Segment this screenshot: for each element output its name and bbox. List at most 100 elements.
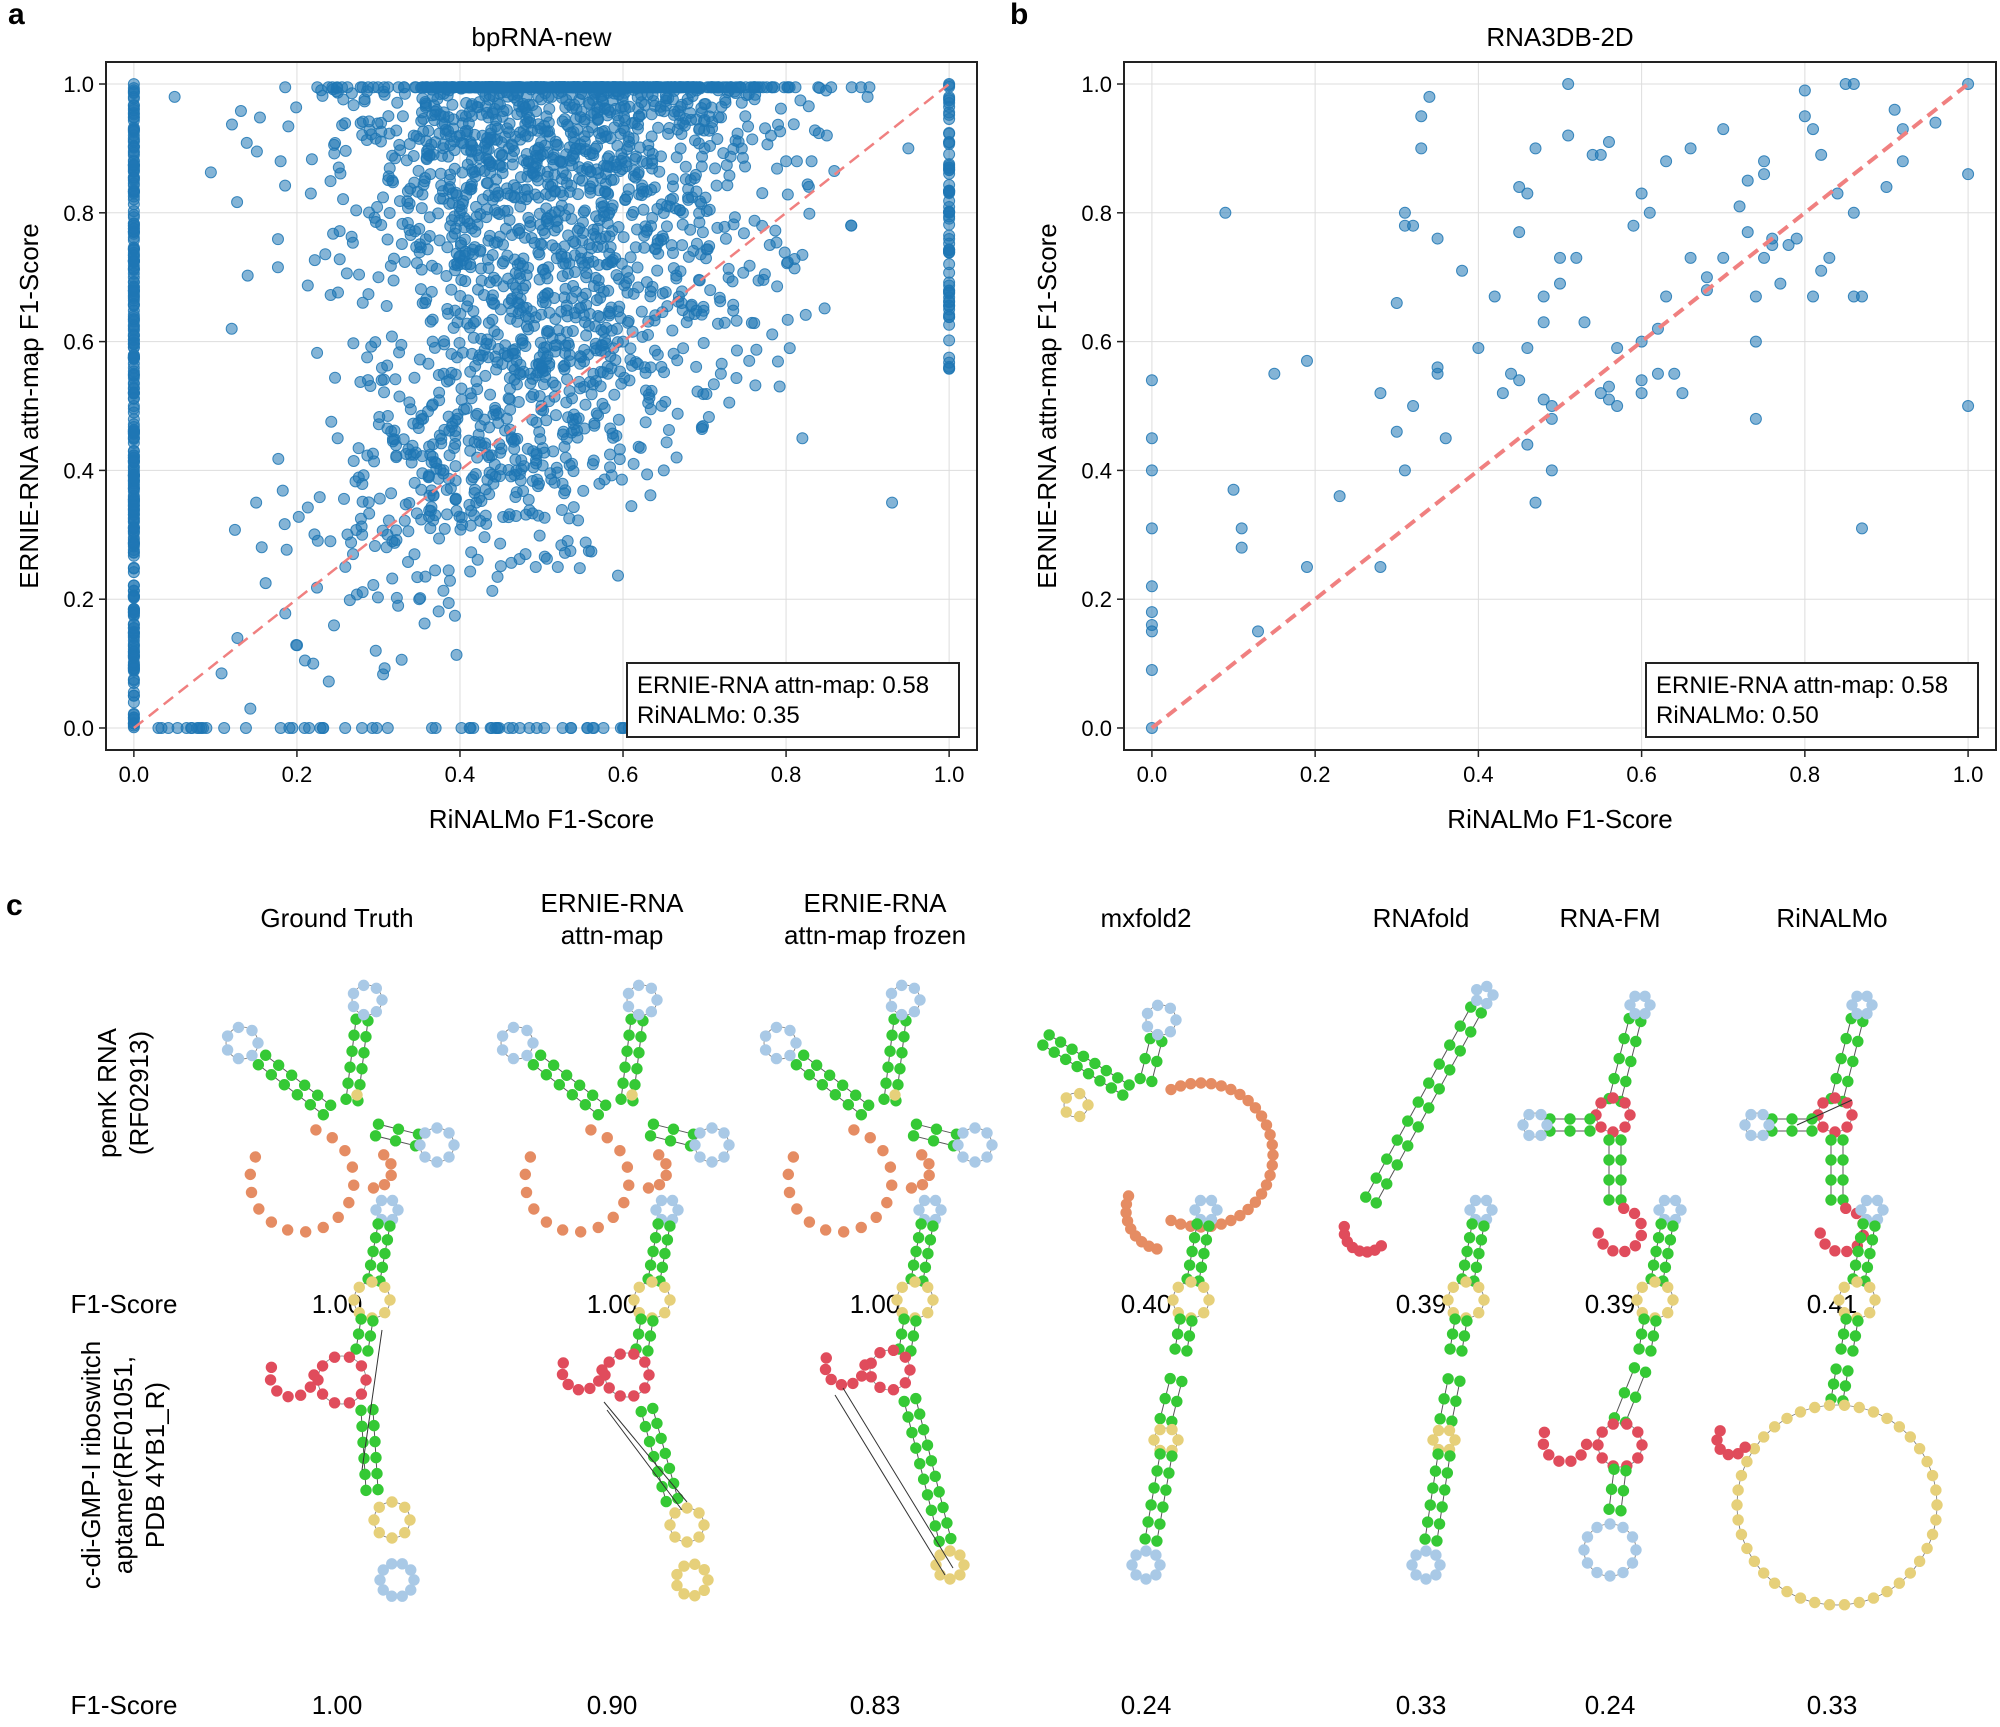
nucleotide	[370, 982, 383, 994]
nucleotide	[1757, 1431, 1770, 1443]
nucleotide	[1603, 1503, 1615, 1515]
scatter-point	[491, 721, 504, 734]
scatter-point	[442, 307, 455, 320]
scatter-point	[622, 272, 635, 285]
nucleotide	[639, 1356, 651, 1368]
scatter-point	[571, 431, 584, 444]
scatter-point	[943, 148, 956, 161]
scatter-point	[366, 447, 379, 460]
scatter-point	[533, 390, 546, 403]
nucleotide	[519, 1168, 532, 1181]
scatter-point	[127, 124, 140, 137]
scatter-point	[730, 314, 743, 327]
nucleotide	[1553, 1455, 1565, 1467]
f1-score-value: 0.33	[1807, 1690, 1858, 1720]
nucleotide	[1739, 1119, 1751, 1131]
scatter-point	[290, 101, 303, 114]
rna-structure-pemk	[1517, 990, 1656, 1258]
nucleotide	[929, 1520, 941, 1532]
nucleotide	[264, 1374, 277, 1386]
nucleotide	[924, 1234, 937, 1246]
nucleotide	[1864, 1281, 1876, 1293]
scatter-point	[500, 104, 513, 117]
nucleotide	[1667, 1220, 1679, 1232]
scatter-point	[152, 721, 165, 734]
nucleotide	[1470, 1261, 1483, 1274]
nucleotide	[623, 1179, 635, 1191]
nucleotide	[632, 1328, 645, 1340]
nucleotide	[1402, 1140, 1414, 1152]
y-tick-label: 0.6	[1081, 330, 1112, 355]
scatter-point	[454, 523, 467, 536]
scatter-point	[356, 296, 369, 309]
nucleotide	[1650, 1315, 1662, 1327]
nucleotide	[607, 1211, 619, 1224]
scatter-point	[547, 445, 560, 458]
scatter-point	[1145, 580, 1158, 593]
nucleotide	[644, 1130, 657, 1142]
nucleotide	[1171, 1328, 1184, 1340]
nucleotide	[917, 1473, 930, 1485]
scatter-point	[471, 218, 484, 231]
nucleotide	[574, 1226, 587, 1238]
nucleotide	[645, 1006, 658, 1018]
scatter-point	[443, 197, 456, 210]
nucleotide	[1421, 1516, 1434, 1528]
nucleotide	[1655, 1218, 1667, 1230]
nucleotide	[1913, 1442, 1926, 1455]
scatter-point	[482, 351, 495, 364]
nucleotide	[1146, 1075, 1158, 1088]
nucleotide	[655, 1194, 668, 1207]
scatter-point	[426, 398, 439, 411]
scatter-point	[861, 90, 874, 103]
nucleotide	[759, 1030, 772, 1042]
scatter-point	[743, 354, 756, 367]
nucleotide	[921, 1489, 934, 1501]
nucleotide	[1160, 1484, 1172, 1496]
nucleotide	[527, 1037, 539, 1049]
nucleotide	[835, 1378, 848, 1391]
nucleotide	[316, 1360, 329, 1372]
scatter-point	[618, 371, 631, 384]
scatter-point	[398, 255, 411, 268]
nucleotide	[1171, 1395, 1183, 1408]
nucleotide	[1819, 1238, 1831, 1250]
scatter-point	[486, 584, 499, 597]
nucleotide	[386, 1558, 398, 1570]
nucleotide	[1931, 1499, 1943, 1511]
nucleotide	[249, 1151, 262, 1163]
scatter-point	[373, 492, 386, 505]
scatter-point	[712, 81, 725, 94]
scatter-point	[510, 181, 523, 194]
nucleotide	[907, 1130, 920, 1142]
nucleotide	[1432, 1424, 1445, 1437]
nucleotide	[586, 1089, 599, 1101]
nucleotide	[1592, 1227, 1604, 1239]
scatter-point	[682, 193, 695, 206]
nucleotide	[367, 1403, 379, 1416]
scatter-point	[513, 222, 526, 235]
f1-score-value: 0.39	[1396, 1289, 1447, 1319]
scatter-point	[1847, 78, 1860, 91]
nucleotide	[1904, 1431, 1917, 1443]
scatter-point	[395, 653, 408, 666]
nucleotide	[664, 1220, 676, 1232]
nucleotide	[910, 1442, 922, 1454]
nucleotide	[1473, 1307, 1485, 1319]
scatter-point	[398, 514, 411, 527]
scatter-point	[375, 361, 388, 374]
nucleotide	[414, 1139, 426, 1151]
nucleotide	[1662, 1307, 1674, 1319]
nucleotide	[1626, 1557, 1639, 1569]
scatter-point	[414, 283, 427, 296]
scatter-point	[127, 222, 140, 235]
y-tick-label: 0.4	[1081, 458, 1112, 483]
nucleotide	[1170, 1014, 1182, 1026]
nucleotide	[619, 1061, 631, 1073]
nucleotide	[1926, 1528, 1939, 1541]
nucleotide	[1893, 1577, 1906, 1589]
nucleotide	[431, 1122, 443, 1134]
legend-entry: ERNIE-RNA attn-map: 0.58	[1656, 672, 1948, 699]
scatter-point	[1807, 123, 1820, 136]
